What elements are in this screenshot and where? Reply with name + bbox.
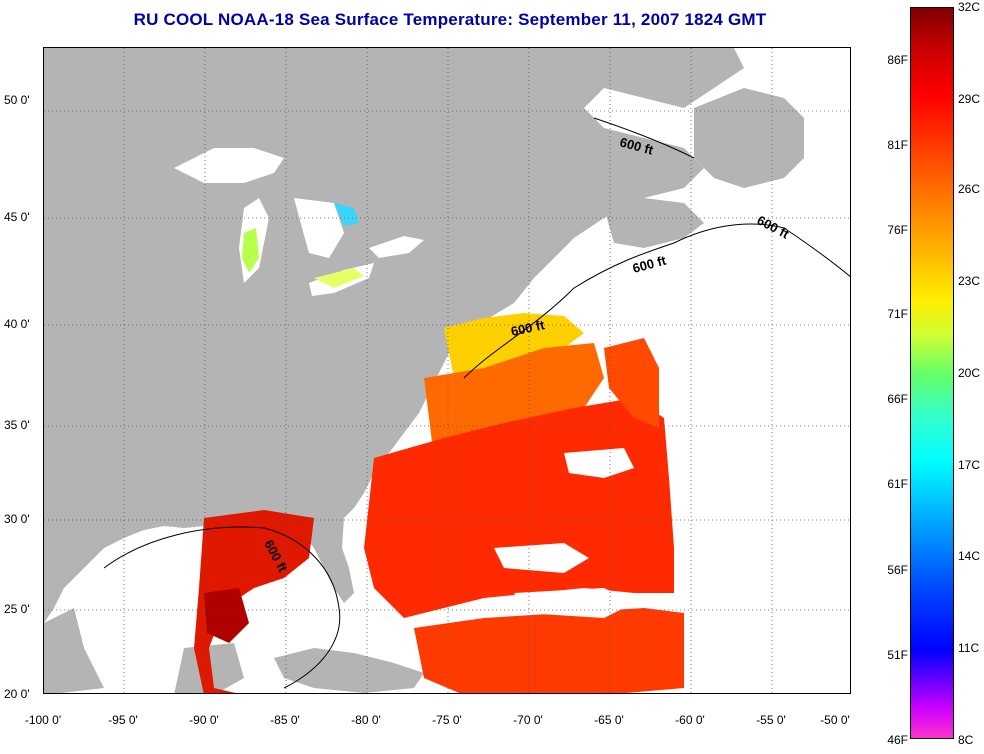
cloud-gap bbox=[494, 543, 589, 573]
colorbar-fahrenheit-label: 76F bbox=[887, 223, 908, 237]
colorbar-celsius-label: 26C bbox=[958, 182, 981, 196]
colorbar-fahrenheit-label: 51F bbox=[887, 648, 908, 662]
lake-color-patch bbox=[242, 228, 259, 273]
lon-label: -85 0' bbox=[270, 713, 300, 727]
graticule bbox=[44, 48, 850, 693]
colorbar-celsius-label: 20C bbox=[958, 366, 981, 380]
colorbar-fahrenheit-label: 46F bbox=[887, 733, 908, 747]
cloud-gap bbox=[514, 588, 634, 618]
contour-label: 600 ft bbox=[755, 212, 793, 242]
land-cuba bbox=[274, 648, 424, 693]
lat-label: 25 0' bbox=[4, 602, 30, 616]
contour-label: 600 ft bbox=[510, 317, 547, 339]
cloud-gap bbox=[564, 448, 634, 478]
lon-label: -75 0' bbox=[432, 713, 462, 727]
lon-label: -55 0' bbox=[756, 713, 786, 727]
colorbar-celsius-label: 29C bbox=[958, 92, 981, 106]
colorbar-fahrenheit-label: 71F bbox=[887, 307, 908, 321]
map-title: RU COOL NOAA-18 Sea Surface Temperature:… bbox=[133, 10, 767, 29]
lon-label: -80 0' bbox=[351, 713, 381, 727]
land-nova-scotia bbox=[604, 198, 704, 248]
lake-superior bbox=[174, 148, 284, 183]
sst-gulf-stream bbox=[424, 343, 604, 458]
lon-label: -65 0' bbox=[594, 713, 624, 727]
lat-label: 35 0' bbox=[4, 418, 30, 432]
lake-ontario bbox=[369, 236, 424, 258]
sst-map: 600 ft 600 ft 600 ft 600 ft 600 ft bbox=[43, 47, 851, 694]
sst-warm-main bbox=[364, 398, 674, 618]
land-north-america bbox=[44, 48, 744, 623]
lake-color-patch bbox=[314, 268, 364, 288]
sst-gulf-hot bbox=[204, 588, 249, 643]
lon-label: -90 0' bbox=[189, 713, 219, 727]
colorbar-celsius-label: 23C bbox=[958, 274, 981, 288]
sst-south-band bbox=[414, 608, 684, 693]
lat-label: 50 0' bbox=[4, 93, 30, 107]
colorbar-fahrenheit-label: 81F bbox=[887, 138, 908, 152]
contour-600ft bbox=[103, 526, 341, 689]
sst-warm-east bbox=[604, 338, 659, 428]
lat-label: 40 0' bbox=[4, 317, 30, 331]
lon-label: -60 0' bbox=[675, 713, 705, 727]
colorbar-fahrenheit-label: 66F bbox=[887, 392, 908, 406]
colorbar-celsius-label: 14C bbox=[958, 549, 981, 563]
colorbar-celsius-label: 32C bbox=[958, 0, 981, 14]
sst-gulf-mexico bbox=[194, 510, 314, 693]
lat-label: 30 0' bbox=[4, 512, 30, 526]
lat-label: 45 0' bbox=[4, 210, 30, 224]
lon-label: -100 0' bbox=[24, 713, 62, 727]
contour-600ft bbox=[593, 117, 695, 159]
map-svg: 600 ft 600 ft 600 ft 600 ft 600 ft bbox=[44, 48, 850, 693]
temperature-colorbar bbox=[910, 7, 954, 739]
lake-color-patch bbox=[334, 203, 359, 226]
colorbar-celsius-label: 11C bbox=[958, 641, 980, 655]
colorbar-fahrenheit-label: 56F bbox=[887, 563, 908, 577]
colorbar-fahrenheit-label: 61F bbox=[887, 477, 908, 491]
lon-label: -50 0' bbox=[820, 713, 850, 727]
lon-label: -95 0' bbox=[108, 713, 138, 727]
lake-huron bbox=[294, 198, 344, 258]
lon-label: -70 0' bbox=[513, 713, 543, 727]
colorbar-fahrenheit-label: 86F bbox=[887, 53, 908, 67]
land-mexico bbox=[44, 608, 104, 693]
land-newfoundland bbox=[694, 88, 804, 188]
sst-cold-shelf bbox=[444, 313, 584, 378]
colorbar-celsius-label: 8C bbox=[958, 733, 974, 747]
lat-label: 20 0' bbox=[4, 687, 30, 701]
contour-600ft bbox=[463, 223, 850, 379]
colorbar-celsius-label: 17C bbox=[958, 458, 981, 472]
